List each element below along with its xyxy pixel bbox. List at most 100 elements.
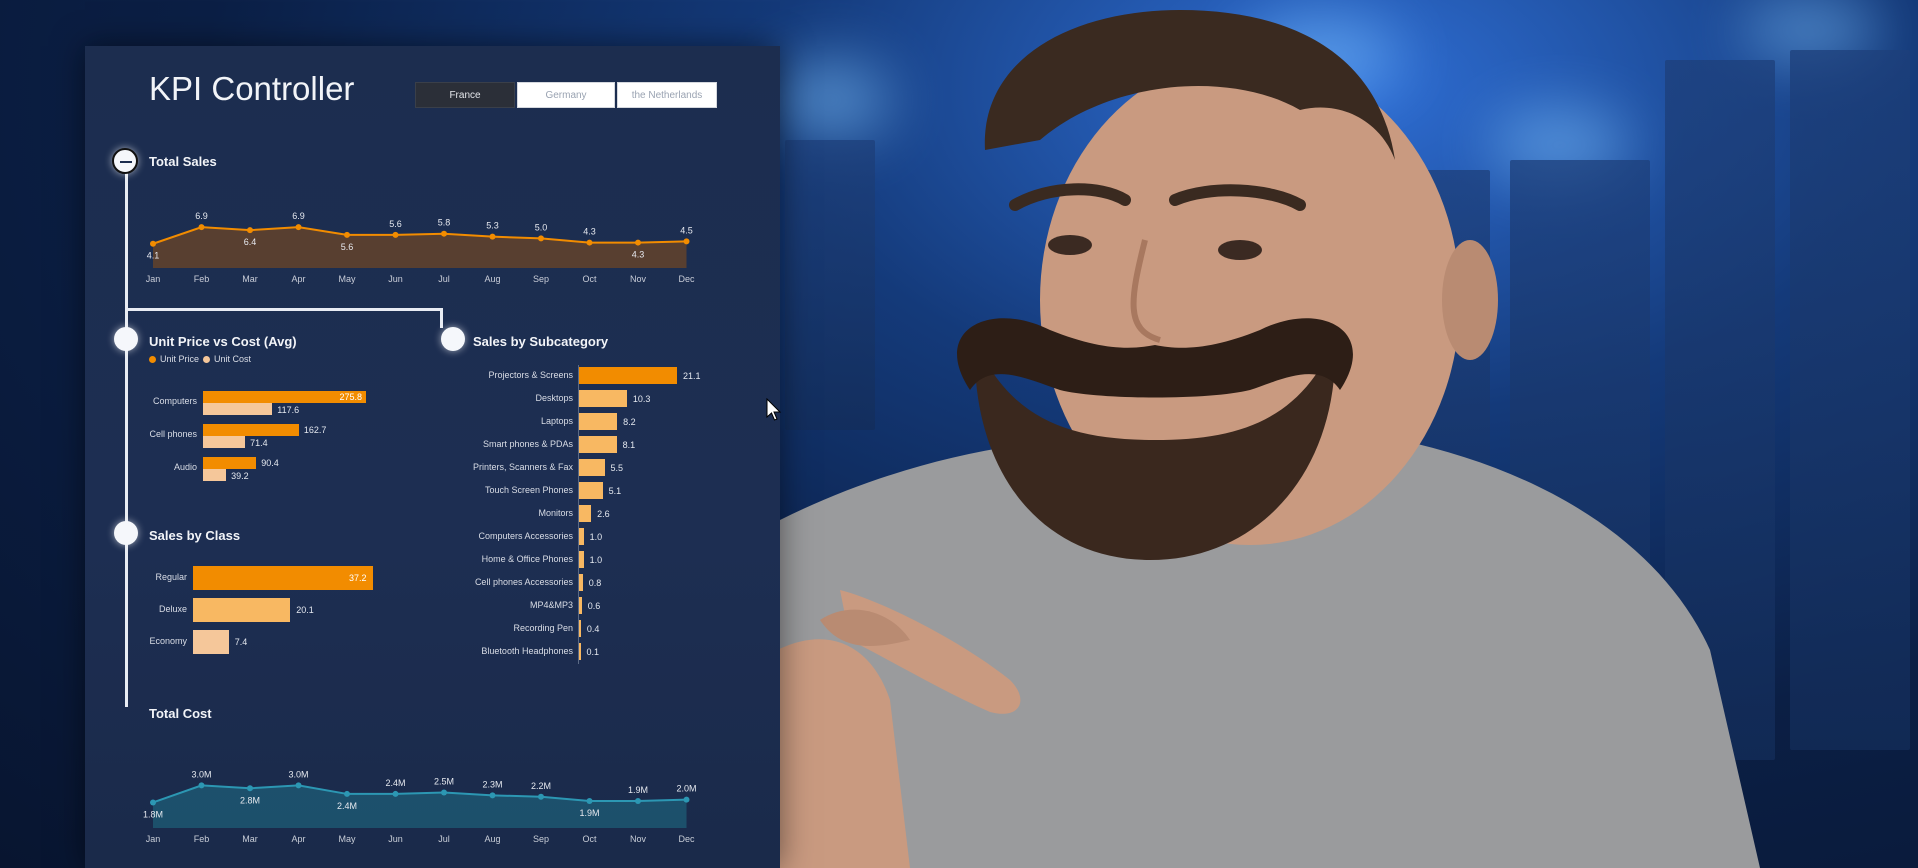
subcategory-bar [579, 551, 584, 568]
subcategory-bar [579, 390, 627, 407]
x-tick-label: Dec [678, 274, 695, 284]
x-tick-label: Apr [291, 274, 305, 284]
category-label: Home & Office Phones [481, 554, 573, 564]
data-label: 5.8 [438, 218, 451, 228]
subcategory-bar [579, 436, 617, 453]
x-tick-label: Oct [582, 274, 597, 284]
dashboard-title: KPI Controller [149, 70, 355, 107]
category-label: Desktops [535, 393, 573, 403]
dashboard-panel: KPI Controller France Germany the Nether… [85, 46, 780, 868]
class-bar [193, 630, 229, 654]
data-point [198, 782, 205, 789]
subcategory-bar [579, 597, 582, 614]
data-label: 90.4 [261, 458, 279, 468]
data-label: 2.0M [676, 784, 696, 794]
data-label: 2.4M [385, 778, 405, 788]
section-node[interactable] [114, 521, 138, 545]
class-bar [193, 566, 373, 590]
category-label: Cell phones Accessories [474, 577, 573, 587]
x-tick-label: Jun [388, 834, 403, 844]
data-label: 2.8M [240, 795, 260, 805]
slicer-netherlands[interactable]: the Netherlands [617, 82, 717, 108]
data-point [586, 239, 593, 246]
x-tick-label: Jun [388, 274, 403, 284]
total-cost-chart: 1.8M Jan 3.0M Feb 2.8M Mar 3.0M Apr 2.4M May 2.4M J… [143, 769, 697, 844]
data-point [150, 240, 156, 247]
slicer-germany[interactable]: Germany [517, 82, 615, 108]
bar-unit-price [203, 424, 299, 436]
category-label: Printers, Scanners & Fax [472, 462, 573, 472]
data-label: 0.6 [587, 601, 601, 611]
category-label: Projectors & Screens [488, 370, 573, 380]
category-label: Regular [155, 572, 187, 582]
unit-price-cost-title: Unit Price vs Cost (Avg) [149, 334, 297, 349]
data-point [538, 793, 544, 800]
data-label: 0.1 [586, 647, 600, 657]
acoustic-panel [785, 140, 875, 430]
data-label: 4.1 [147, 251, 160, 261]
subcategory-bar [579, 482, 603, 499]
x-tick-label: Nov [630, 274, 647, 284]
data-point [441, 789, 447, 796]
section-node[interactable] [114, 327, 138, 351]
category-label: Laptops [540, 416, 573, 426]
data-point [198, 224, 205, 231]
axis-line [578, 365, 579, 664]
data-label: 5.1 [608, 486, 622, 496]
timeline-line [125, 161, 128, 707]
x-tick-label: Feb [194, 834, 210, 844]
data-label: 5.5 [610, 463, 624, 473]
legend-dot-icon [203, 355, 211, 363]
data-label: 37.2 [349, 573, 367, 583]
bar-unit-cost [203, 403, 273, 415]
legend-unit-price: Unit Price [160, 354, 200, 364]
collapse-toggle-icon[interactable] [112, 148, 138, 174]
data-label: 5.6 [389, 219, 402, 229]
data-point [150, 799, 156, 806]
data-point [344, 790, 350, 797]
presenter-figure [780, 10, 1760, 868]
category-label: Computers Accessories [478, 531, 573, 541]
data-point [635, 239, 641, 246]
data-point [489, 233, 496, 240]
data-label: 6.9 [195, 211, 208, 221]
subcategory-bar [579, 643, 581, 660]
section-node[interactable] [441, 327, 465, 351]
data-label: 3.0M [288, 769, 308, 779]
data-label: 20.1 [296, 605, 314, 615]
data-label: 8.1 [622, 440, 636, 450]
subcategory-bar [579, 505, 592, 522]
slicer-france[interactable]: France [415, 82, 515, 108]
category-label: Monitors [538, 508, 573, 518]
data-point [683, 238, 690, 245]
area-fill [153, 227, 687, 268]
data-label: 162.7 [303, 425, 327, 435]
data-label: 1.0 [589, 555, 603, 565]
data-point [392, 790, 399, 797]
category-label: MP4&MP3 [529, 600, 573, 610]
acoustic-panel [1790, 50, 1910, 750]
x-tick-label: May [338, 274, 356, 284]
category-label: Economy [149, 636, 187, 646]
x-tick-label: Jul [438, 834, 450, 844]
data-label: 5.0 [535, 222, 548, 232]
data-label: 7.4 [234, 637, 248, 647]
x-tick-label: Jul [438, 274, 450, 284]
bar-unit-price [203, 391, 366, 403]
bar-unit-price [203, 457, 257, 469]
category-label: Cell phones [149, 429, 197, 439]
category-label: Bluetooth Headphones [481, 646, 573, 656]
area-fill [153, 785, 687, 828]
series-line [152, 226, 687, 245]
x-tick-label: Oct [582, 834, 597, 844]
data-point [538, 235, 544, 242]
category-label: Deluxe [158, 604, 187, 614]
timeline-branch-down [440, 308, 443, 328]
sales-by-subcategory-title: Sales by Subcategory [473, 334, 609, 349]
x-tick-label: Jan [146, 274, 161, 284]
x-tick-label: Aug [484, 834, 500, 844]
data-label: 2.5M [434, 777, 454, 787]
data-label: 2.2M [531, 781, 551, 791]
data-label: 4.5 [680, 225, 693, 235]
category-label: Computers [152, 396, 197, 406]
